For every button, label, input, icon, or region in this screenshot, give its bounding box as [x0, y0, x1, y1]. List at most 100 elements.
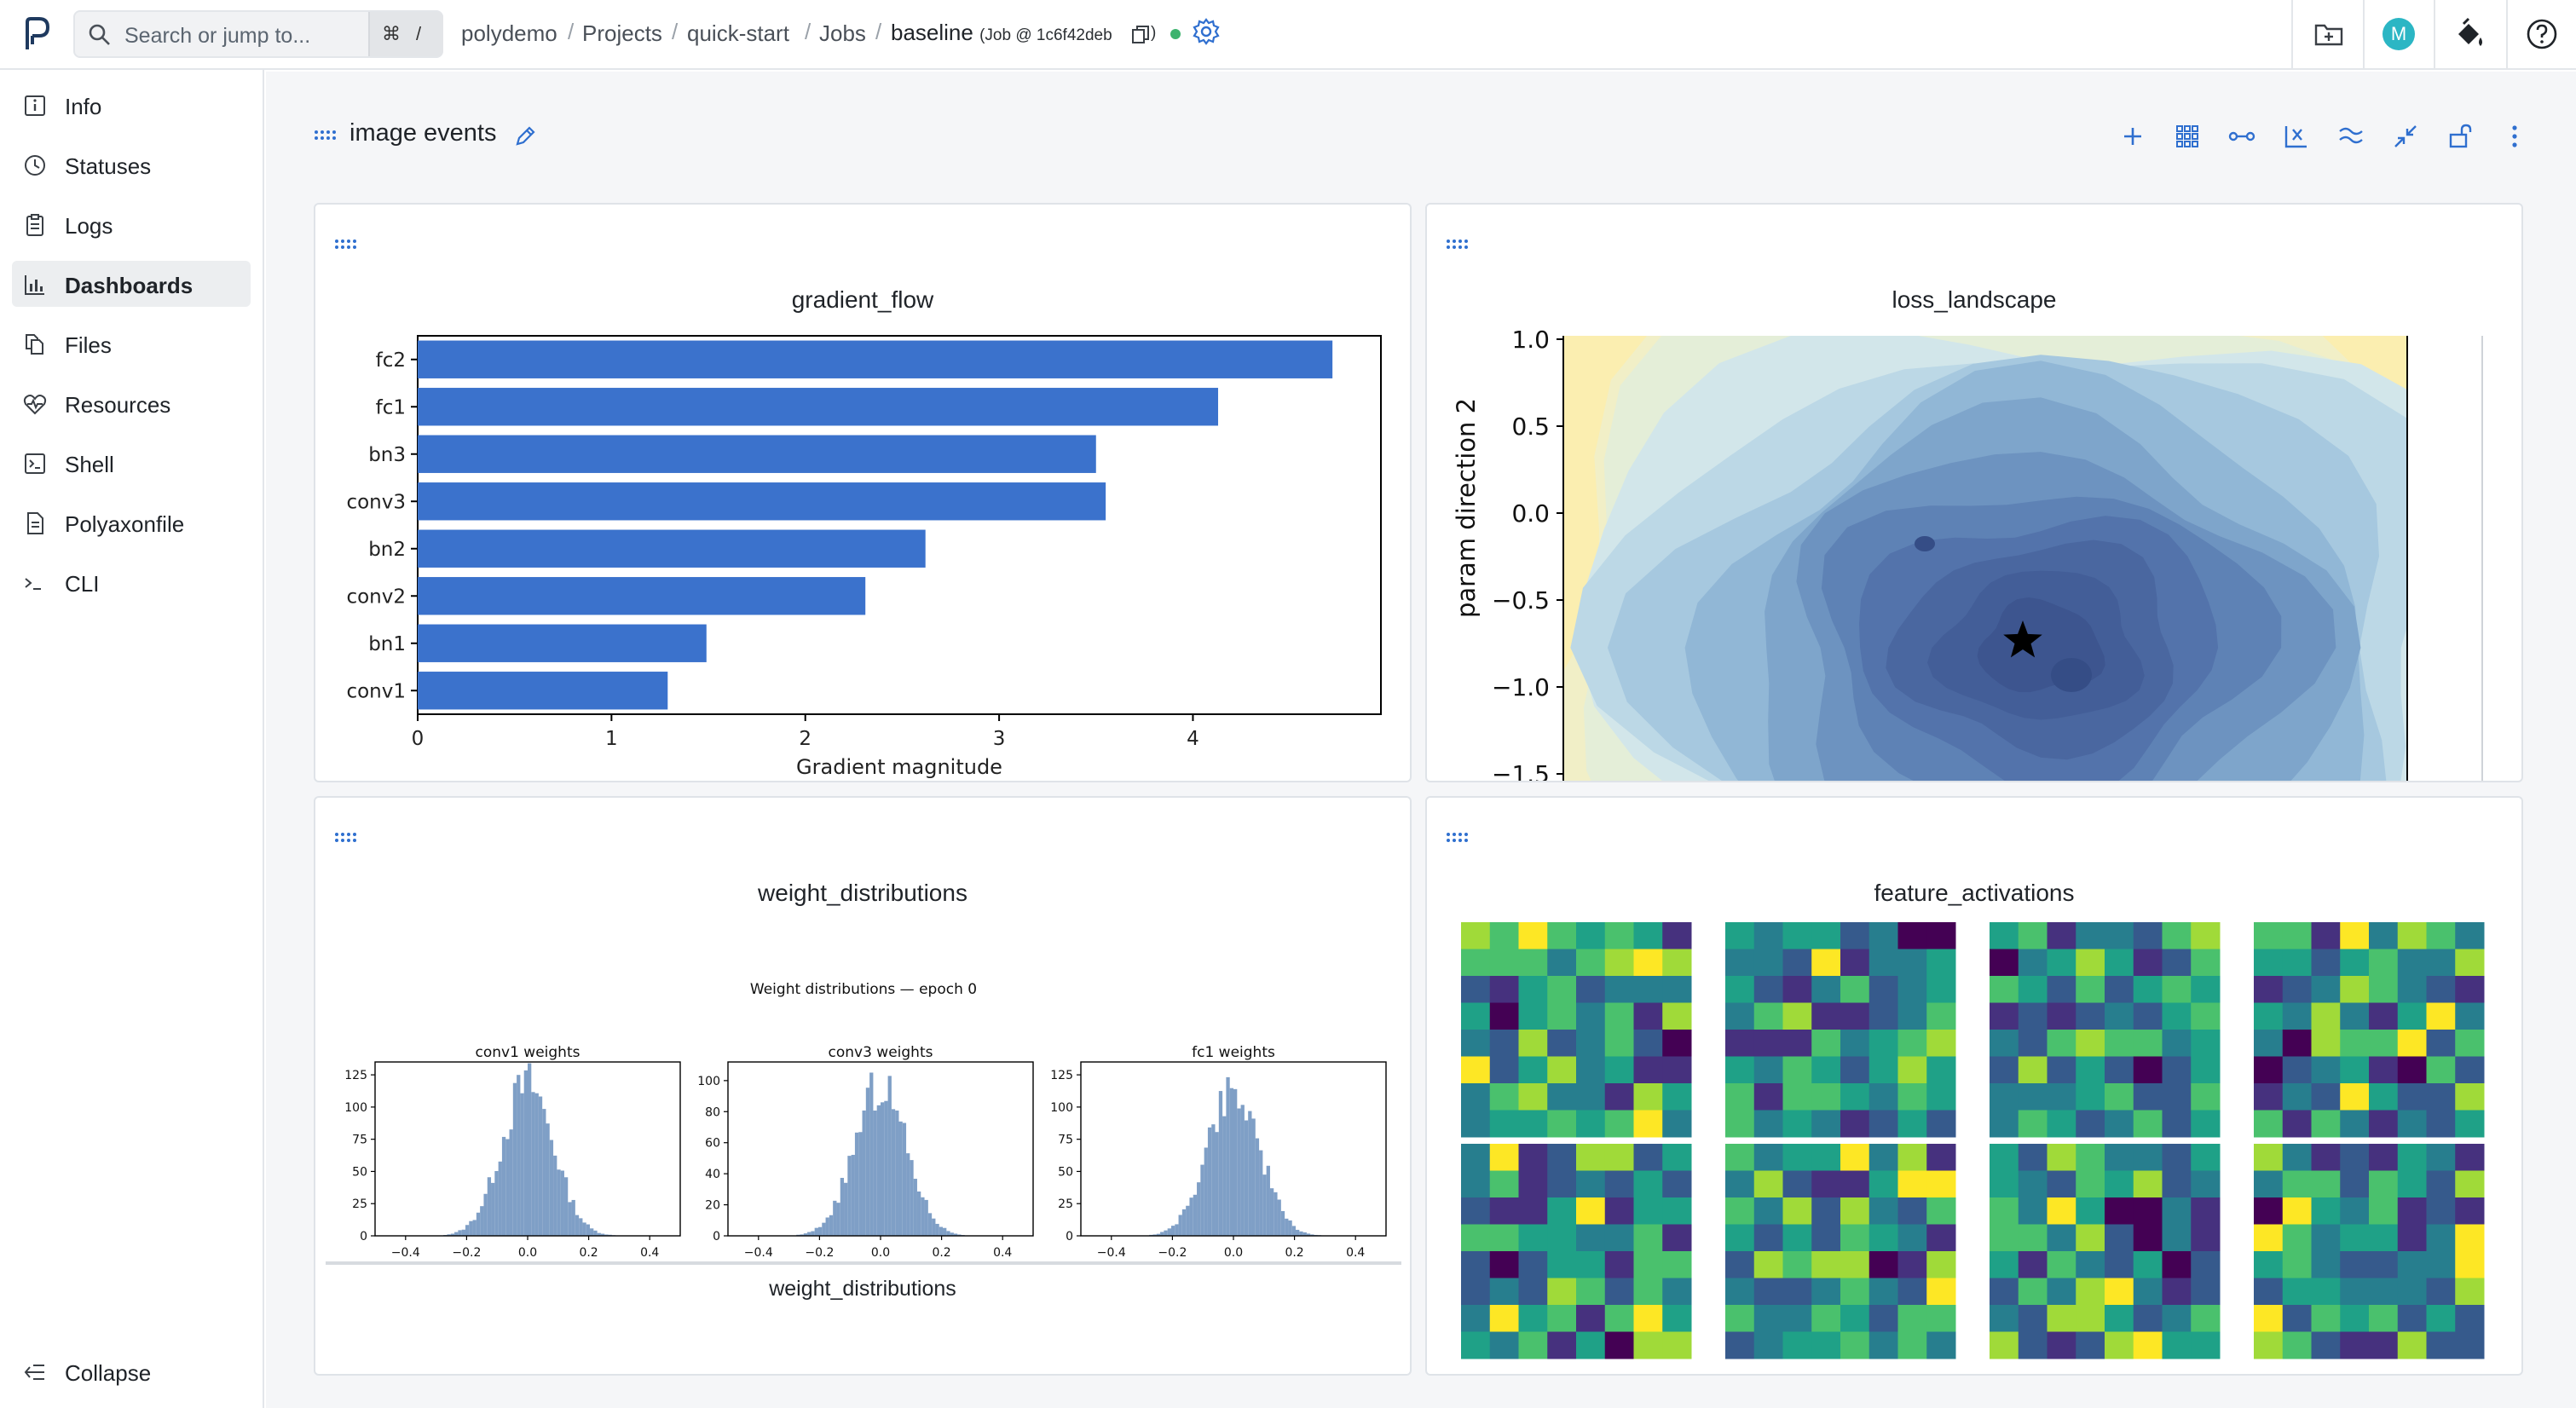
- drag-handle-icon[interactable]: [334, 239, 356, 251]
- histogram-bar: [953, 1233, 958, 1236]
- activation-cell: [2047, 1083, 2076, 1111]
- activation-cell: [1725, 1170, 1755, 1198]
- activation-cell: [1725, 949, 1755, 977]
- histogram-bar: [505, 1139, 510, 1236]
- collapse-button[interactable]: Collapse: [12, 1348, 251, 1394]
- x-tick-label: 1: [605, 728, 618, 750]
- sidebar-item-files[interactable]: Files: [12, 320, 251, 366]
- sidebar-item-info[interactable]: Info: [12, 82, 251, 128]
- help-icon[interactable]: [2525, 17, 2559, 51]
- unlock-icon[interactable]: [2445, 121, 2475, 152]
- sidebar-item-shell[interactable]: Shell: [12, 440, 251, 486]
- new-folder-icon[interactable]: [2312, 17, 2346, 51]
- drag-handle-icon[interactable]: [334, 832, 356, 844]
- activation-cell: [2076, 1110, 2105, 1138]
- breadcrumb-polydemo[interactable]: polydemo: [461, 20, 557, 46]
- polyaxon-logo-icon[interactable]: [22, 15, 51, 53]
- activation-cell: [1576, 1305, 1606, 1332]
- histogram-bar: [568, 1202, 572, 1236]
- x-axis-icon[interactable]: [2281, 121, 2312, 152]
- histogram-bar: [1302, 1232, 1307, 1236]
- histogram-bar: [1306, 1233, 1311, 1236]
- grid-layout-icon[interactable]: [2172, 121, 2203, 152]
- search-box[interactable]: Search or jump to... ⌘ /: [73, 10, 443, 58]
- sidebar-item-resources[interactable]: Resources: [12, 380, 251, 426]
- edit-pencil-icon[interactable]: [513, 124, 537, 148]
- activation-cell: [2133, 1083, 2163, 1111]
- activation-tile-6: [1725, 1144, 1956, 1359]
- activation-cell: [2282, 1170, 2312, 1198]
- connect-icon[interactable]: [2227, 121, 2257, 152]
- activation-tile-5: [1461, 1144, 1692, 1359]
- activation-cell: [1868, 1305, 1898, 1332]
- activation-cell: [1926, 1144, 1956, 1171]
- activation-cell: [2191, 1305, 2221, 1332]
- activation-cell: [2018, 1305, 2048, 1332]
- copy-icon[interactable]: [1131, 25, 1150, 45]
- x-tick-label: 0.4: [1346, 1246, 1365, 1260]
- activation-cell: [2047, 1305, 2076, 1332]
- prompt-icon: [25, 578, 41, 590]
- histogram-bar: [811, 1231, 815, 1236]
- sidebar-item-statuses[interactable]: Statuses: [12, 141, 251, 188]
- activation-cell: [1604, 1110, 1634, 1138]
- sidebar-item-cli[interactable]: CLI: [12, 559, 251, 605]
- avatar[interactable]: M: [2383, 18, 2415, 50]
- y-tick-label: 100: [697, 1075, 720, 1088]
- histogram-bar: [1262, 1174, 1267, 1236]
- activation-cell: [1753, 1278, 1783, 1306]
- activation-cell: [2397, 1030, 2427, 1057]
- x-tick-label: 0.0: [1224, 1246, 1243, 1260]
- activation-cell: [1662, 1224, 1692, 1252]
- divider: [2506, 0, 2508, 70]
- activation-cell: [2397, 1331, 2427, 1359]
- sidebar-item-logs[interactable]: Logs: [12, 201, 251, 247]
- y-tick-label: 0.0: [1511, 499, 1550, 528]
- activation-cell: [1547, 1030, 1577, 1057]
- histogram-bar: [1274, 1192, 1278, 1236]
- paint-bucket-icon[interactable]: [2452, 17, 2486, 51]
- activation-cell: [2254, 1170, 2284, 1198]
- activation-cell: [2047, 1331, 2076, 1359]
- smoothing-icon[interactable]: [2336, 121, 2366, 152]
- activation-cell: [1662, 1083, 1692, 1111]
- activation-cell: [2282, 922, 2312, 949]
- y-tick-label: 0: [1066, 1230, 1073, 1244]
- histogram-bar: [1237, 1108, 1241, 1236]
- sidebar-item-polyaxonfile[interactable]: Polyaxonfile: [12, 499, 251, 545]
- activation-cell: [2426, 1056, 2456, 1084]
- x-tick-label: −0.4: [391, 1246, 420, 1260]
- activation-cell: [2311, 1197, 2341, 1225]
- activation-cell: [1633, 1251, 1663, 1278]
- add-widget-icon[interactable]: [2117, 121, 2148, 152]
- activation-cell: [2282, 1110, 2312, 1138]
- more-options-icon[interactable]: [2499, 121, 2530, 152]
- activation-cell: [1604, 1002, 1634, 1030]
- activation-cell: [1926, 1110, 1956, 1138]
- histogram-bar: [1181, 1209, 1187, 1236]
- histogram-bar: [461, 1229, 465, 1236]
- activation-cell: [1662, 1110, 1692, 1138]
- activation-tile-8: [2254, 1144, 2485, 1359]
- drag-handle-icon[interactable]: [1446, 239, 1468, 251]
- activation-cell: [2191, 922, 2221, 949]
- compress-icon[interactable]: [2390, 121, 2421, 152]
- drag-handle-icon[interactable]: [1446, 832, 1468, 844]
- histogram-bar: [950, 1232, 954, 1236]
- histogram-bar: [604, 1234, 609, 1236]
- histogram-bar: [593, 1230, 598, 1236]
- drag-handle-icon[interactable]: [314, 130, 336, 141]
- breadcrumb-quick-start[interactable]: quick-start: [687, 20, 789, 46]
- activation-tile-1: [1461, 922, 1692, 1138]
- histogram-bar: [1170, 1226, 1175, 1236]
- activation-cell: [2254, 1251, 2284, 1278]
- activation-cell: [1518, 976, 1548, 1003]
- activation-cell: [2311, 1170, 2341, 1198]
- heartbeat-icon: [23, 395, 47, 415]
- breadcrumb-projects[interactable]: Projects: [582, 20, 662, 46]
- activation-cell: [1576, 976, 1606, 1003]
- breadcrumb-jobs[interactable]: Jobs: [819, 20, 866, 46]
- sidebar-item-dashboards[interactable]: Dashboards: [12, 261, 251, 307]
- gear-icon[interactable]: [1192, 17, 1221, 46]
- activation-cell: [1725, 1224, 1755, 1252]
